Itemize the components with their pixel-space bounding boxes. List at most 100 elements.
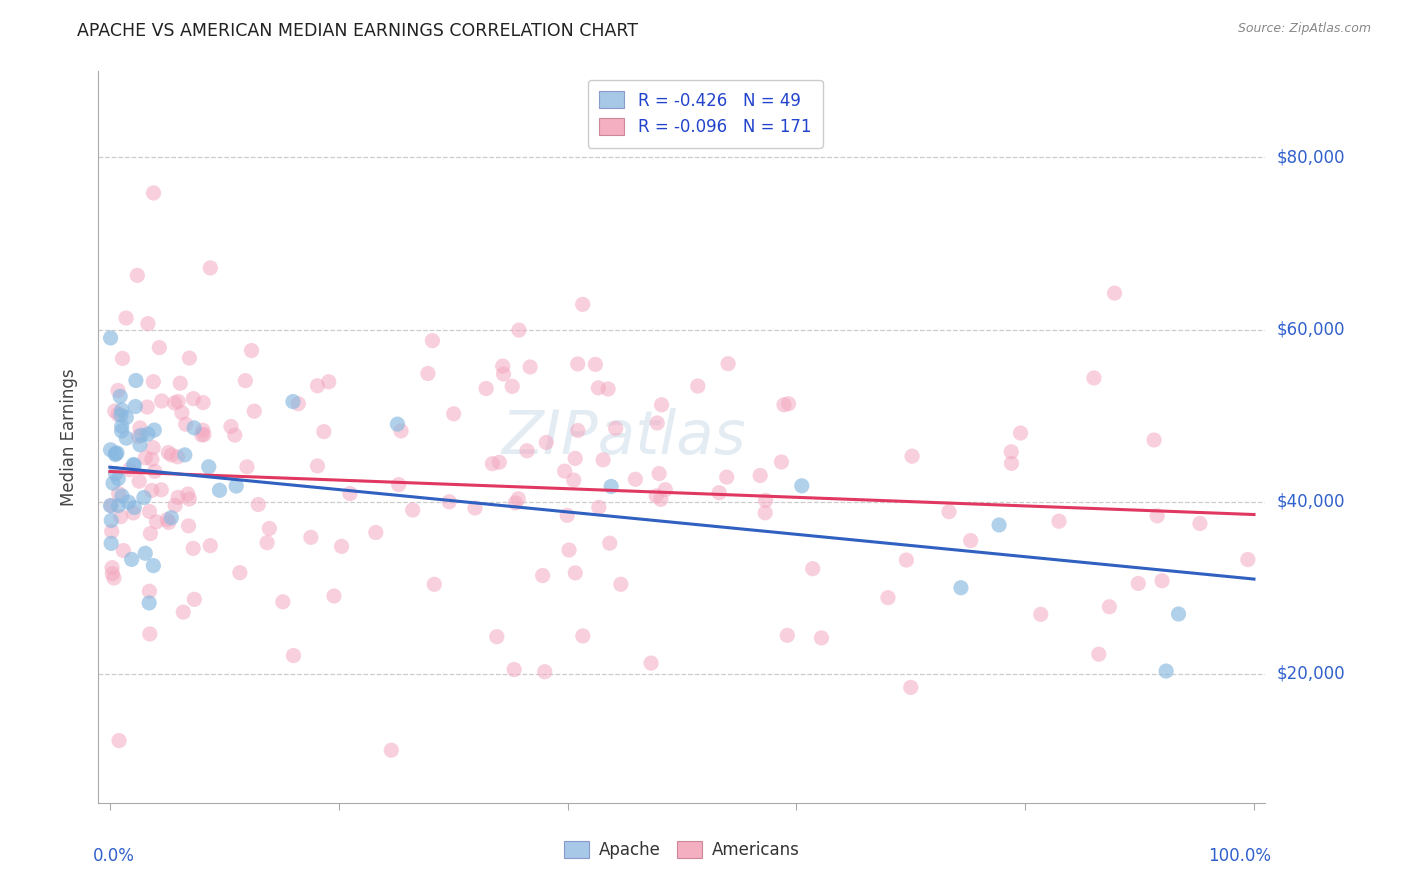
Point xyxy=(443,407,465,421)
Point xyxy=(136,427,159,442)
Point xyxy=(605,421,627,435)
Point xyxy=(160,510,183,524)
Point xyxy=(959,533,981,548)
Point xyxy=(1167,607,1189,621)
Point xyxy=(380,743,402,757)
Point xyxy=(439,495,461,509)
Point xyxy=(111,403,134,417)
Point xyxy=(122,506,145,520)
Point xyxy=(423,577,446,591)
Point xyxy=(389,424,412,438)
Point xyxy=(167,491,190,505)
Point xyxy=(318,375,340,389)
Point xyxy=(179,351,201,365)
Point xyxy=(1000,444,1022,458)
Point xyxy=(243,404,266,418)
Point xyxy=(650,492,672,507)
Point xyxy=(938,505,960,519)
Point xyxy=(571,297,593,311)
Point xyxy=(129,428,152,442)
Point xyxy=(136,400,159,414)
Point xyxy=(124,500,146,515)
Point xyxy=(776,628,799,642)
Point xyxy=(139,526,162,541)
Point xyxy=(191,395,214,409)
Point xyxy=(402,503,425,517)
Point xyxy=(163,396,186,410)
Text: $20,000: $20,000 xyxy=(1277,665,1346,682)
Point xyxy=(564,451,586,466)
Point xyxy=(519,359,541,374)
Point xyxy=(145,515,167,529)
Point xyxy=(598,382,620,396)
Point xyxy=(100,536,122,550)
Point xyxy=(108,389,131,403)
Point xyxy=(104,467,127,481)
Point xyxy=(790,479,813,493)
Point xyxy=(778,397,800,411)
Point xyxy=(481,457,503,471)
Point xyxy=(339,486,361,500)
Point xyxy=(141,452,163,467)
Point xyxy=(138,504,160,518)
Point xyxy=(118,462,141,476)
Point xyxy=(179,491,201,506)
Point xyxy=(219,419,242,434)
Point xyxy=(648,467,671,481)
Point xyxy=(122,458,145,472)
Point xyxy=(101,476,124,491)
Point xyxy=(143,464,166,478)
Point xyxy=(610,577,633,591)
Point xyxy=(531,568,554,582)
Point xyxy=(197,459,219,474)
Point xyxy=(100,513,122,527)
Point xyxy=(134,450,156,465)
Point xyxy=(1087,647,1109,661)
Point xyxy=(105,446,128,460)
Point xyxy=(508,323,530,337)
Point xyxy=(134,546,156,560)
Point xyxy=(174,417,197,432)
Point xyxy=(299,530,322,544)
Point xyxy=(877,591,900,605)
Point xyxy=(128,474,150,488)
Point xyxy=(536,435,558,450)
Point xyxy=(707,485,730,500)
Point xyxy=(287,397,309,411)
Point xyxy=(229,566,252,580)
Point xyxy=(567,357,589,371)
Point xyxy=(138,584,160,599)
Point xyxy=(142,441,165,455)
Point xyxy=(107,486,129,500)
Point xyxy=(129,438,152,452)
Point xyxy=(157,445,180,459)
Point xyxy=(600,479,623,493)
Y-axis label: Median Earnings: Median Earnings xyxy=(59,368,77,506)
Point xyxy=(558,543,581,558)
Point xyxy=(173,448,195,462)
Point xyxy=(115,311,138,326)
Point xyxy=(599,536,621,550)
Point xyxy=(191,423,214,437)
Point xyxy=(104,404,127,418)
Point xyxy=(492,367,515,381)
Point xyxy=(142,375,165,389)
Text: $60,000: $60,000 xyxy=(1277,320,1346,339)
Point xyxy=(770,455,793,469)
Point xyxy=(583,358,606,372)
Point xyxy=(485,630,508,644)
Point xyxy=(160,448,183,462)
Point xyxy=(1143,433,1166,447)
Point xyxy=(416,367,439,381)
Point xyxy=(364,525,387,540)
Point xyxy=(100,499,122,513)
Point xyxy=(142,186,165,200)
Point xyxy=(475,382,498,396)
Point xyxy=(567,424,589,438)
Point xyxy=(307,458,329,473)
Point xyxy=(256,535,278,549)
Point xyxy=(100,524,122,539)
Point xyxy=(1146,508,1168,523)
Point xyxy=(172,605,194,619)
Point xyxy=(801,562,824,576)
